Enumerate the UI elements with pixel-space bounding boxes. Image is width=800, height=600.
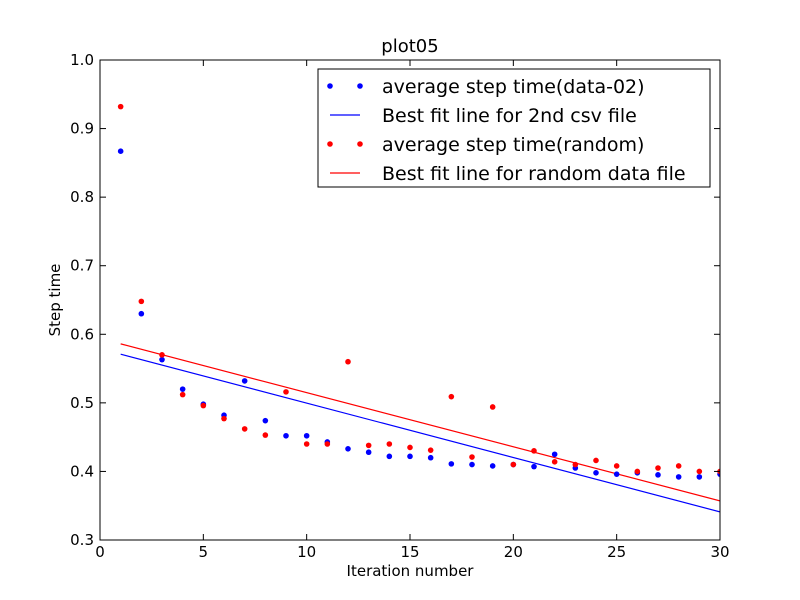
legend-marker — [357, 141, 363, 147]
data-point-series-2 — [303, 441, 310, 447]
data-point-series-0 — [551, 451, 558, 458]
data-point-series-2 — [551, 459, 558, 465]
legend-marker — [357, 83, 363, 89]
data-point-series-0 — [613, 471, 620, 477]
x-tick-label: 20 — [504, 543, 523, 561]
x-tick-label: 25 — [607, 543, 626, 561]
x-tick-label: 5 — [199, 543, 209, 561]
y-tick-label: 1.0 — [70, 51, 94, 69]
data-point-series-2 — [407, 444, 413, 451]
data-point-series-2 — [159, 352, 165, 358]
y-tick-label: 0.4 — [70, 462, 94, 480]
y-tick-label: 0.9 — [70, 120, 94, 138]
data-point-series-2 — [324, 441, 331, 447]
y-tick-label: 0.6 — [70, 325, 94, 343]
x-axis-label: Iteration number — [347, 562, 475, 580]
legend-box — [317, 68, 711, 188]
data-point-series-2 — [613, 463, 620, 469]
data-point-series-0 — [386, 453, 393, 460]
data-point-series-0 — [138, 310, 145, 317]
axis-ticks: 0 5 10 15 20 25 30 0.3 0.4 0.5 0.6 0.7 0.8 0.9 1.0 — [70, 51, 729, 561]
data-point-series-2 — [531, 448, 537, 454]
legend-label: Best fit line for 2nd csv file — [382, 105, 637, 127]
y-tick-label: 0.7 — [70, 257, 94, 275]
data-point-series-0 — [655, 472, 661, 478]
data-point-series-0 — [448, 461, 455, 467]
data-point-series-2 — [634, 468, 641, 475]
data-point-series-0 — [531, 463, 537, 470]
legend: average step time(data-02) Best fit line … — [317, 68, 711, 188]
data-point-series-2 — [427, 447, 434, 453]
data-point-series-2 — [262, 432, 269, 438]
data-point-series-2 — [593, 457, 599, 464]
data-point-series-0 — [179, 386, 186, 392]
y-axis-label: Step time — [46, 264, 64, 337]
data-point-series-0 — [407, 453, 413, 460]
data-point-series-2 — [469, 454, 475, 460]
data-point-series-2 — [510, 461, 517, 468]
data-point-series-0 — [593, 470, 599, 476]
data-point-series-2 — [200, 402, 207, 409]
y-tick-label: 0.3 — [70, 531, 94, 549]
data-point-series-2 — [365, 442, 372, 449]
data-point-series-0 — [469, 461, 475, 468]
data-point-series-2 — [221, 415, 227, 422]
data-point-series-0 — [241, 378, 248, 384]
legend-label: Best fit line for random data file — [382, 163, 686, 185]
data-point-series-2 — [138, 298, 145, 305]
data-point-series-0 — [117, 148, 124, 154]
fit-line-series-3 — [120, 343, 720, 502]
data-point-series-0 — [159, 356, 165, 363]
y-tick-label: 0.5 — [70, 394, 94, 412]
chart-title: plot05 — [381, 36, 438, 57]
data-point-series-2 — [345, 358, 351, 365]
plot-marks — [117, 103, 720, 513]
data-point-series-2 — [448, 393, 455, 400]
data-point-series-0 — [675, 474, 682, 480]
data-point-series-0 — [283, 432, 289, 439]
data-point-series-2 — [489, 404, 496, 410]
legend-marker — [327, 83, 333, 89]
data-point-series-0 — [489, 463, 496, 469]
data-point-series-0 — [303, 432, 310, 439]
x-tick-label: 0 — [95, 543, 105, 561]
x-tick-label: 15 — [400, 543, 419, 561]
legend-label: average step time(random) — [382, 134, 644, 156]
y-tick-label: 0.8 — [70, 188, 94, 206]
data-point-series-2 — [283, 389, 289, 395]
data-point-series-2 — [675, 463, 682, 469]
data-point-series-0 — [696, 474, 703, 480]
fit-line-series-1 — [120, 353, 720, 513]
data-point-series-2 — [572, 461, 579, 468]
x-tick-label: 10 — [297, 543, 316, 561]
data-point-series-0 — [262, 417, 269, 424]
legend-marker — [327, 141, 333, 147]
data-point-series-2 — [117, 103, 124, 110]
data-point-series-2 — [696, 468, 703, 475]
data-point-series-2 — [179, 391, 186, 398]
data-point-series-2 — [241, 426, 248, 432]
legend-label: average step time(data-02) — [382, 76, 645, 98]
data-point-series-0 — [427, 454, 434, 461]
data-point-series-0 — [365, 449, 372, 456]
data-point-series-2 — [655, 465, 661, 471]
data-point-series-0 — [345, 446, 351, 452]
x-tick-label: 30 — [710, 543, 729, 561]
data-point-series-2 — [386, 441, 393, 447]
